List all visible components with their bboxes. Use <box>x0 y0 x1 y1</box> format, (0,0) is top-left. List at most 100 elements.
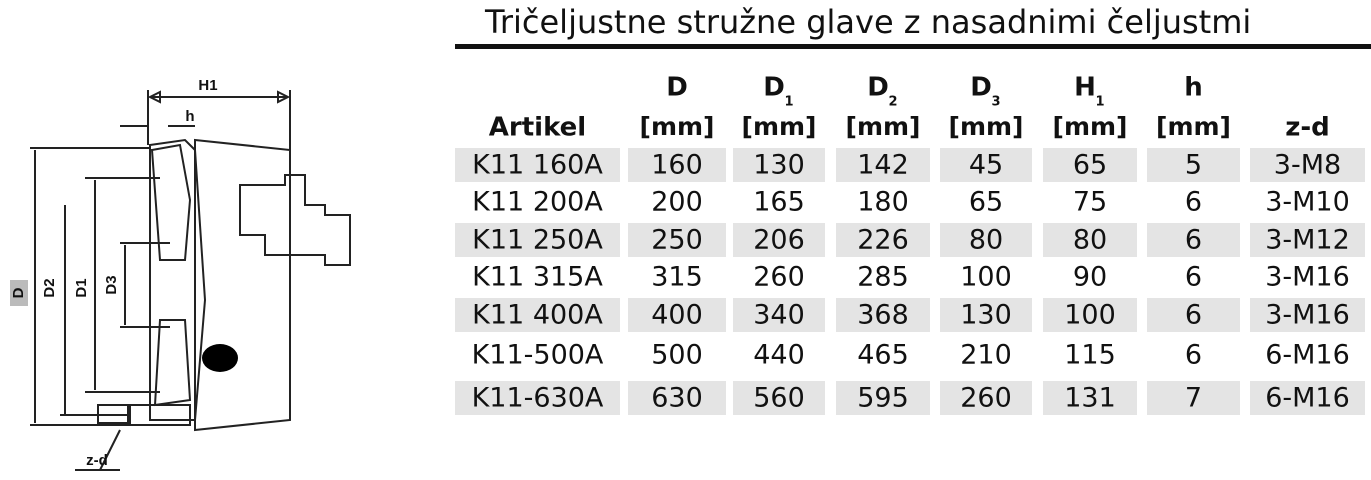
cell-shade <box>1250 223 1365 257</box>
header-subscript: 2 <box>888 95 897 110</box>
table-cell: 131 <box>1064 383 1116 414</box>
table-cell: 400 <box>651 300 703 331</box>
table-cell: 206 <box>753 225 805 256</box>
diagram-label: D3 <box>103 275 120 294</box>
header-subscript: 3 <box>991 95 1000 110</box>
diagram-label: D1 <box>73 278 90 297</box>
table-cell: 3-M10 <box>1265 187 1350 218</box>
cell-shade <box>836 381 930 415</box>
table-cell: 595 <box>857 383 909 414</box>
header-symbol: D <box>867 73 889 103</box>
diagram-label: h <box>185 108 194 125</box>
cell-shade <box>940 223 1032 257</box>
header-unit: [mm] <box>949 112 1024 141</box>
cell-shade <box>733 381 825 415</box>
chuck-drawing <box>10 90 351 471</box>
table-cell: 180 <box>857 187 909 218</box>
diagram-label: H1 <box>198 77 217 94</box>
table-cell: 6 <box>1185 340 1202 371</box>
header-unit: [mm] <box>1053 112 1128 141</box>
table-cell: 115 <box>1064 340 1116 371</box>
header-symbol: H <box>1074 73 1096 103</box>
cell-shade <box>1043 148 1137 182</box>
table-cell: K11 160A <box>472 150 603 181</box>
header-symbol: z-d <box>1285 113 1330 143</box>
table-cell: 285 <box>857 262 909 293</box>
table-cell: 6-M16 <box>1265 340 1350 371</box>
table-cell: 7 <box>1185 383 1202 414</box>
header-symbol: h <box>1184 73 1203 103</box>
table-cell: 3-M12 <box>1265 225 1350 256</box>
cell-shade <box>733 223 825 257</box>
cell-shade <box>455 298 620 332</box>
table-cell: K11 315A <box>472 262 603 293</box>
cell-shade <box>455 381 620 415</box>
table-cell: 6 <box>1185 187 1202 218</box>
table-cell: 250 <box>651 225 703 256</box>
table-cell: K11-500A <box>472 340 604 371</box>
table-cell: K11 400A <box>472 300 603 331</box>
cell-shade <box>836 298 930 332</box>
cell-shade <box>836 223 930 257</box>
cell-shade <box>628 148 726 182</box>
cell-shade <box>1250 148 1365 182</box>
table-cell: 160 <box>651 150 703 181</box>
table-cell: K11-630A <box>472 383 604 414</box>
table-cell: 6 <box>1185 262 1202 293</box>
header-symbol: Artikel <box>489 113 586 143</box>
title-rule <box>455 44 1371 49</box>
table-cell: 6 <box>1185 225 1202 256</box>
table-cell: 3-M8 <box>1274 150 1341 181</box>
table-cell: 100 <box>1064 300 1116 331</box>
table-cell: 465 <box>857 340 909 371</box>
cell-shade <box>1043 381 1137 415</box>
table-cell: 100 <box>960 262 1012 293</box>
header-unit: [mm] <box>846 112 921 141</box>
table-cell: 630 <box>651 383 703 414</box>
table-cell: 45 <box>969 150 1003 181</box>
table-cell: 5 <box>1185 150 1202 181</box>
diagram-label: D <box>10 287 27 298</box>
table-cell: 130 <box>753 150 805 181</box>
table-cell: 90 <box>1073 262 1107 293</box>
table-cell: 560 <box>753 383 805 414</box>
table-cell: 130 <box>960 300 1012 331</box>
cell-shade <box>1250 298 1365 332</box>
diagram-label: D2 <box>41 278 58 297</box>
table-cell: 340 <box>753 300 805 331</box>
table-cell: 75 <box>1073 187 1107 218</box>
cell-shade <box>1147 223 1240 257</box>
table-cell: 3-M16 <box>1265 300 1350 331</box>
header-symbol: D <box>666 73 688 103</box>
cell-shade <box>733 298 825 332</box>
table-cell: 6-M16 <box>1265 383 1350 414</box>
header-unit: [mm] <box>1156 112 1231 141</box>
header-subscript: 1 <box>784 95 793 110</box>
cell-shade <box>628 223 726 257</box>
cell-shade <box>1147 381 1240 415</box>
cell-shade <box>1250 381 1365 415</box>
table-cell: 3-M16 <box>1265 262 1350 293</box>
cell-shade <box>1043 223 1137 257</box>
table-cell: 368 <box>857 300 909 331</box>
header-unit: [mm] <box>742 112 817 141</box>
cell-shade <box>1147 298 1240 332</box>
table-cell: K11 250A <box>472 225 603 256</box>
cell-shade <box>940 298 1032 332</box>
cell-shade <box>940 148 1032 182</box>
cell-shade <box>455 223 620 257</box>
table-cell: 80 <box>969 225 1003 256</box>
table-cell: 65 <box>969 187 1003 218</box>
page-title: Tričeljustne stružne glave z nasadnimi č… <box>484 3 1251 41</box>
table-cell: 165 <box>753 187 805 218</box>
cell-shade <box>836 148 930 182</box>
table-cell: 440 <box>753 340 805 371</box>
table-cell: K11 200A <box>472 187 603 218</box>
cell-shade <box>733 148 825 182</box>
header-symbol: D <box>970 73 992 103</box>
cell-shade <box>940 381 1032 415</box>
cell-shade <box>628 298 726 332</box>
table-cell: 210 <box>960 340 1012 371</box>
header-unit: [mm] <box>640 112 715 141</box>
